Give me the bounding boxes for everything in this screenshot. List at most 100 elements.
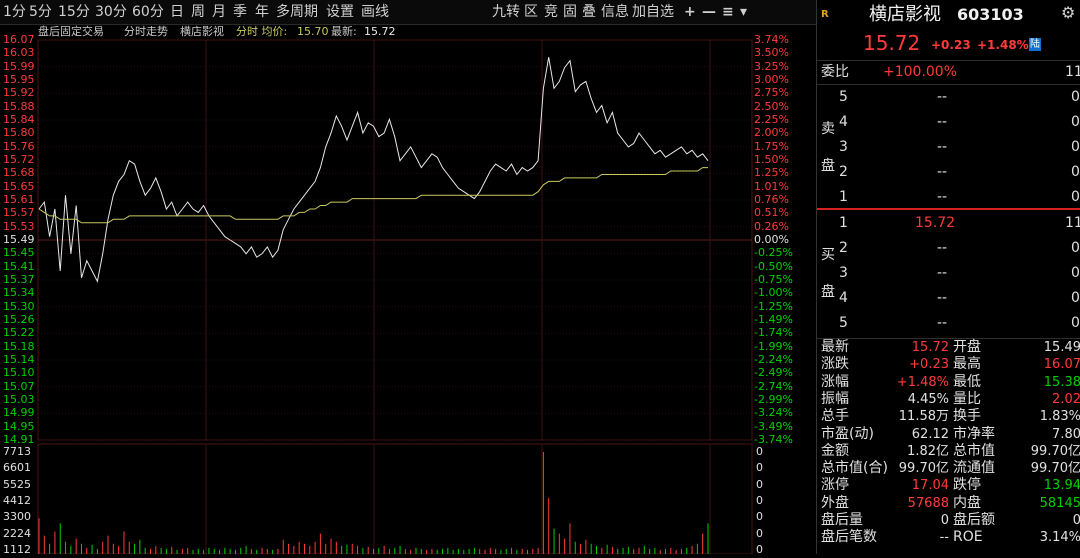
pct-tick-label: -3.24% [754, 406, 793, 420]
sell-level: 1 [839, 189, 848, 205]
sell-price: -- [937, 89, 948, 105]
stat-value: 0 [940, 513, 949, 528]
stat-value: 3.14% [1039, 530, 1080, 546]
stat-label: 涨跌 [821, 356, 849, 373]
period-tab-2[interactable]: 15分 [58, 4, 90, 20]
avg-label: 分时 均价: [236, 25, 288, 38]
pct-tick-label: -2.49% [754, 366, 793, 380]
period-toolbar: 1分 5分 15分 30分 60分日周月季年多周期 设置 画线 九转区竞固叠信息 加自选 + — ≡ ▾ [0, 0, 816, 25]
period-tab-7[interactable]: 月 [212, 4, 226, 20]
volume-tick-label: 3300 [3, 510, 31, 524]
stat-value: 16.07 [1043, 357, 1080, 373]
price-tick-label: 15.57 [3, 206, 35, 220]
stat-label: 总市值(合) [821, 460, 888, 477]
price-tick-label: 15.80 [3, 126, 35, 140]
period-tab-8[interactable]: 季 [233, 4, 247, 20]
pct-tick-label: -1.25% [754, 299, 793, 313]
period-tab-0[interactable]: 1分 [3, 4, 26, 20]
minus-icon[interactable]: — [702, 4, 716, 20]
price-tick-label: 15.88 [3, 99, 35, 113]
pct-tick-label: 2.50% [754, 99, 789, 113]
pct-tick-label: 3.74% [754, 33, 789, 46]
buy-price: -- [937, 265, 948, 281]
stat-label: 市净率 [953, 425, 995, 442]
buy-label-1: 买 [821, 247, 835, 263]
period-tab-11[interactable]: 设置 [326, 4, 354, 20]
toolbar-item-0[interactable]: 九转 [492, 4, 520, 20]
sell-price: -- [937, 189, 948, 205]
stat-value: 99.70亿 [898, 461, 949, 477]
toolbar-item-1[interactable]: 区 [524, 4, 538, 20]
period-tab-9[interactable]: 年 [255, 4, 269, 20]
toolbar-item-6[interactable]: 加自选 [632, 4, 674, 20]
buy-volume: 0 [1071, 315, 1080, 331]
stat-label: 外盘 [821, 494, 849, 511]
sell-volume: 0 [1071, 114, 1080, 130]
pct-tick-label: 1.25% [754, 166, 789, 180]
stat-value: 1.83% [1039, 409, 1080, 425]
gear-icon[interactable]: ⚙ [1061, 3, 1076, 22]
pct-tick-label: -1.74% [754, 326, 793, 340]
buy-price: 15.72 [915, 215, 956, 231]
stat-value: 15.72 [911, 340, 949, 355]
period-tab-6[interactable]: 周 [191, 4, 205, 20]
toolbar-item-4[interactable]: 叠 [582, 4, 596, 20]
intraday-chart[interactable]: 盘后固定交易 分时走势 横店影视 分时 均价: 15.70 最新: 15.72 … [0, 24, 816, 556]
rating-badge: R [821, 9, 829, 20]
stat-value: 17.04 [911, 478, 949, 494]
sell-price: -- [937, 139, 948, 155]
stat-label: 盘后笔数 [821, 529, 877, 546]
pct-tick-label: 3.50% [754, 46, 789, 60]
menu-icon[interactable]: ≡ [722, 4, 734, 20]
chart-stock: 横店影视 [180, 25, 224, 38]
price-tick-label: 15.49 [3, 233, 35, 246]
period-tab-5[interactable]: 日 [170, 4, 184, 20]
quote-panel: R 横店影视 603103 ⚙ 15.72 +0.23 +1.48% 陆委比 +100.00% 1… [816, 0, 1080, 554]
stat-label: 总市值 [953, 442, 995, 459]
stat-label: 总手 [821, 408, 849, 425]
price-tick-label: 15.61 [3, 193, 35, 206]
avg-line [38, 167, 708, 224]
price-tick-label: 15.14 [3, 353, 35, 366]
period-tab-12[interactable]: 画线 [361, 4, 389, 20]
stat-label: ROE [953, 529, 983, 546]
pct-tick-label: -2.99% [754, 393, 793, 406]
plus-icon[interactable]: + [684, 4, 696, 20]
stat-value: 57688 [907, 495, 949, 511]
buy-price: -- [937, 240, 948, 256]
buy-level: 5 [839, 315, 848, 331]
volume-tick-label: 4412 [3, 494, 31, 507]
stat-value: 99.70亿 [1030, 461, 1080, 477]
pct-tick-label: -3.74% [754, 433, 793, 446]
price-tick-label: 15.34 [3, 286, 35, 300]
pct-tick-label: 0.51% [754, 206, 789, 220]
dropdown-icon[interactable]: ▾ [740, 4, 748, 20]
period-tab-10[interactable]: 多周期 [276, 4, 318, 20]
latest-value: 15.72 [364, 25, 396, 38]
period-tab-3[interactable]: 30分 [95, 4, 127, 20]
volume-tick-label: 1112 [3, 543, 31, 556]
toolbar-item-2[interactable]: 竞 [544, 4, 558, 20]
price-tick-label: 15.72 [3, 153, 35, 166]
price-change-pct: +1.48% [977, 38, 1029, 52]
stat-label: 盘后额 [953, 512, 995, 528]
sell-price: -- [937, 114, 948, 130]
price-tick-label: 15.10 [3, 366, 35, 380]
pct-tick-label: 0.26% [754, 219, 789, 233]
pct-tick-label: -2.24% [754, 353, 793, 366]
sell-level: 2 [839, 164, 848, 180]
price-tick-label: 15.99 [3, 59, 35, 73]
weibi-right: 11 [1065, 64, 1080, 80]
stat-label: 涨幅 [821, 373, 849, 390]
period-tab-4[interactable]: 60分 [132, 4, 164, 20]
stat-label: 流通值 [953, 460, 995, 477]
stat-label: 涨停 [821, 477, 849, 494]
toolbar-item-5[interactable]: 信息 [601, 4, 629, 20]
stat-value: 2.02 [1052, 391, 1080, 407]
sell-level: 4 [839, 114, 848, 130]
period-tab-1[interactable]: 5分 [29, 4, 52, 20]
price-tick-label: 15.30 [3, 299, 35, 313]
toolbar-item-3[interactable]: 固 [563, 4, 577, 20]
price-tick-label: 15.45 [3, 246, 35, 260]
divider [817, 60, 1080, 61]
